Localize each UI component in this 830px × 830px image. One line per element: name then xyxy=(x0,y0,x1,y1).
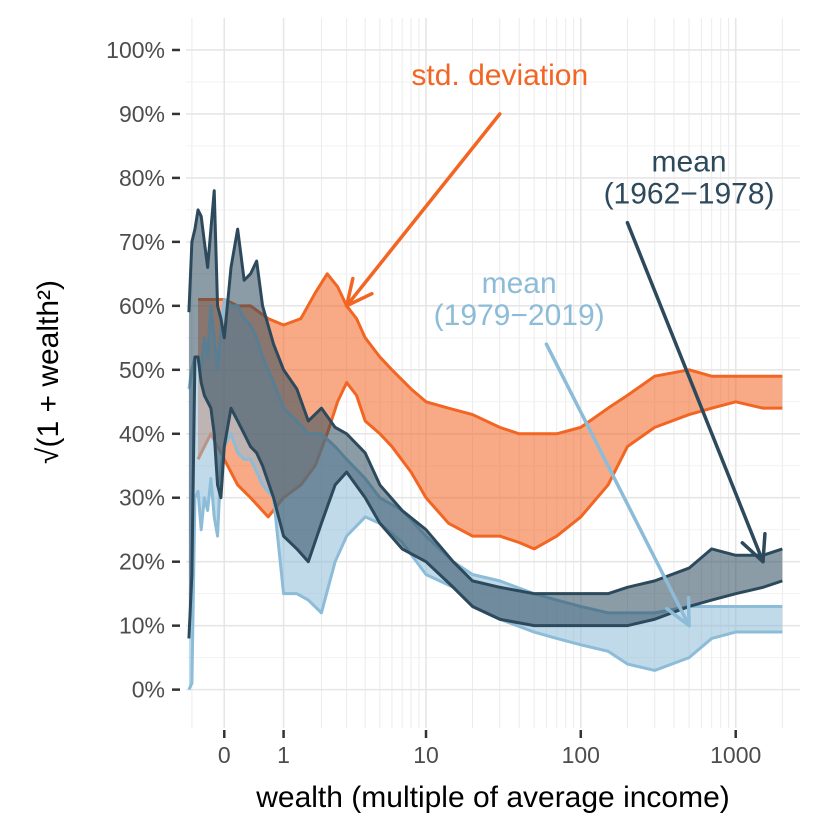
annotation-arrowhead xyxy=(740,532,767,564)
annotation-text: mean xyxy=(652,146,727,179)
x-tick-label: 0 xyxy=(218,742,231,768)
series-2-lower-line xyxy=(187,432,783,691)
x-tick-label: 100 xyxy=(562,742,600,768)
annotation-text: (1979−2019) xyxy=(434,299,605,332)
y-tick-label: 10% xyxy=(119,613,165,639)
annotation-arrow xyxy=(625,220,765,564)
y-tick-label: 60% xyxy=(119,293,165,319)
y-tick-label: 20% xyxy=(119,549,165,575)
series-1-band xyxy=(198,273,783,549)
y-tick-label: 40% xyxy=(119,421,165,447)
x-tick-label: 10 xyxy=(413,742,439,768)
annotation-text: std. deviation xyxy=(411,59,588,92)
y-tick-label: 70% xyxy=(119,229,165,255)
series-bands xyxy=(187,189,783,691)
annotation-text: (1962−1978) xyxy=(604,177,775,210)
annotations: std. deviationmean(1962−1978)mean(1979−2… xyxy=(344,59,775,628)
y-tick-label: 90% xyxy=(119,101,165,127)
y-axis-label: √(1 + wealth²) xyxy=(32,280,65,464)
svg-text:√(1 + wealth²): √(1 + wealth²) xyxy=(32,280,65,464)
annotation-text: mean xyxy=(482,267,557,300)
series-3-lower-line xyxy=(187,355,783,639)
y-tick-label: 80% xyxy=(119,165,165,191)
series-3-band xyxy=(188,190,783,639)
y-tick-label: 0% xyxy=(132,677,165,703)
series-1-lower-line xyxy=(196,381,783,551)
axes: 0% 10% 20% 30% 40% 50% 60% 70% 80% 90% 100% 0 1 10 100… xyxy=(106,37,761,768)
y-tick-label: 50% xyxy=(119,357,165,383)
x-tick-label: 1000 xyxy=(710,742,761,768)
annotation-arrow xyxy=(344,112,502,308)
x-axis-label: wealth (multiple of average income) xyxy=(255,781,730,814)
y-tick-label: 30% xyxy=(119,485,165,511)
annotation-arrowhead xyxy=(665,595,691,628)
y-tick-label: 100% xyxy=(106,37,165,63)
series-3-upper-line xyxy=(187,189,783,596)
x-tick-label: 1 xyxy=(277,742,290,768)
annotation-arrowhead xyxy=(344,276,374,308)
annotation-arrow xyxy=(544,342,691,628)
